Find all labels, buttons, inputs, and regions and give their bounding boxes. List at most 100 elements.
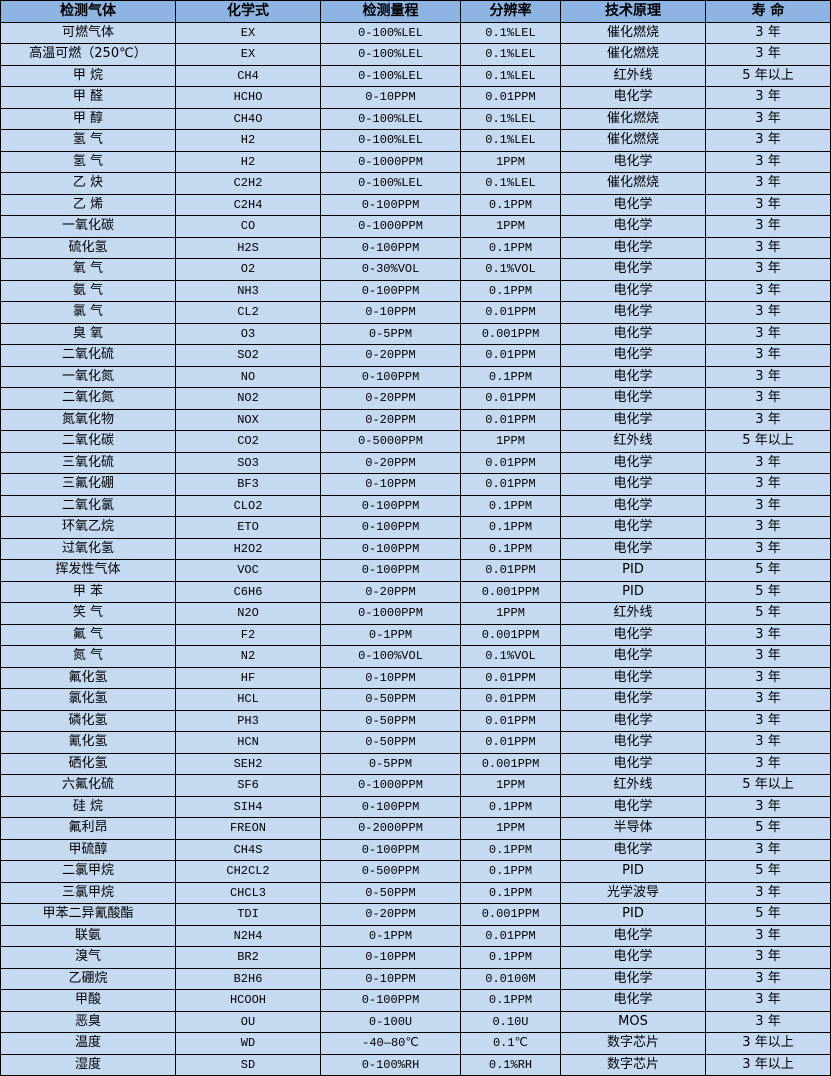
principle-cell: 电化学 bbox=[560, 709, 706, 732]
table-row: 硅 烷 SIH4 0-100PPM 0.1PPM 电化学 3 年 bbox=[0, 795, 831, 818]
principle-cell: 电化学 bbox=[560, 258, 706, 281]
principle-cell: 电化学 bbox=[560, 408, 706, 431]
lifespan-cell: 3 年 bbox=[705, 989, 831, 1012]
header-principle: 技术原理 bbox=[560, 0, 706, 23]
range-cell: 0-20PPM bbox=[320, 344, 461, 367]
resolution-cell: 0.1%VOL bbox=[460, 258, 561, 281]
principle-cell: 电化学 bbox=[560, 537, 706, 560]
formula-cell: HCOOH bbox=[175, 989, 321, 1012]
table-row: 氯 气 CL2 0-10PPM 0.01PPM 电化学 3 年 bbox=[0, 301, 831, 324]
formula-cell: CL2 bbox=[175, 301, 321, 324]
resolution-cell: 0.1PPM bbox=[460, 516, 561, 539]
resolution-cell: 0.1PPM bbox=[460, 881, 561, 904]
lifespan-cell: 3 年 bbox=[705, 215, 831, 238]
principle-cell: 催化燃烧 bbox=[560, 172, 706, 195]
lifespan-cell: 3 年 bbox=[705, 150, 831, 173]
resolution-cell: 0.1PPM bbox=[460, 989, 561, 1012]
table-row: 过氧化氢 H2O2 0-100PPM 0.1PPM 电化学 3 年 bbox=[0, 537, 831, 560]
range-cell: 0-1PPM bbox=[320, 623, 461, 646]
table-row: 甲 醇 CH4O 0-100%LEL 0.1%LEL 催化燃烧 3 年 bbox=[0, 107, 831, 130]
table-row: 氢 气 H2 0-100%LEL 0.1%LEL 催化燃烧 3 年 bbox=[0, 129, 831, 152]
resolution-cell: 0.01PPM bbox=[460, 688, 561, 711]
gas-cell: 二氧化碳 bbox=[0, 430, 176, 453]
gas-cell: 可燃气体 bbox=[0, 21, 176, 44]
gas-cell: 环氧乙烷 bbox=[0, 516, 176, 539]
principle-cell: 电化学 bbox=[560, 193, 706, 216]
principle-cell: 电化学 bbox=[560, 946, 706, 969]
principle-cell: 电化学 bbox=[560, 86, 706, 109]
gas-cell: 联氨 bbox=[0, 924, 176, 947]
formula-cell: H2S bbox=[175, 236, 321, 259]
gas-cell: 臭 氧 bbox=[0, 322, 176, 345]
principle-cell: 半导体 bbox=[560, 817, 706, 840]
formula-cell: HCHO bbox=[175, 86, 321, 109]
resolution-cell: 0.1%LEL bbox=[460, 21, 561, 44]
resolution-cell: 0.1%LEL bbox=[460, 107, 561, 130]
formula-cell: N2O bbox=[175, 602, 321, 625]
formula-cell: SEH2 bbox=[175, 752, 321, 775]
table-row: 甲酸 HCOOH 0-100PPM 0.1PPM 电化学 3 年 bbox=[0, 989, 831, 1012]
principle-cell: 电化学 bbox=[560, 623, 706, 646]
formula-cell: CO2 bbox=[175, 430, 321, 453]
lifespan-cell: 3 年 bbox=[705, 473, 831, 496]
lifespan-cell: 3 年 bbox=[705, 494, 831, 517]
range-cell: 0-100PPM bbox=[320, 516, 461, 539]
resolution-cell: 0.001PPM bbox=[460, 580, 561, 603]
resolution-cell: 0.1%VOL bbox=[460, 645, 561, 668]
lifespan-cell: 5 年 bbox=[705, 602, 831, 625]
formula-cell: C2H4 bbox=[175, 193, 321, 216]
lifespan-cell: 3 年 bbox=[705, 731, 831, 754]
range-cell: 0-100U bbox=[320, 1010, 461, 1033]
lifespan-cell: 3 年 bbox=[705, 21, 831, 44]
gas-cell: 二氯甲烷 bbox=[0, 860, 176, 883]
resolution-cell: 0.1PPM bbox=[460, 946, 561, 969]
resolution-cell: 0.1PPM bbox=[460, 365, 561, 388]
header-gas: 检测气体 bbox=[0, 0, 176, 23]
resolution-cell: 0.01PPM bbox=[460, 666, 561, 689]
resolution-cell: 0.01PPM bbox=[460, 451, 561, 474]
formula-cell: HCL bbox=[175, 688, 321, 711]
gas-cell: 磷化氢 bbox=[0, 709, 176, 732]
resolution-cell: 0.01PPM bbox=[460, 559, 561, 582]
table-row: 氯化氢 HCL 0-50PPM 0.01PPM 电化学 3 年 bbox=[0, 688, 831, 711]
principle-cell: 电化学 bbox=[560, 731, 706, 754]
range-cell: 0-50PPM bbox=[320, 731, 461, 754]
formula-cell: N2 bbox=[175, 645, 321, 668]
principle-cell: 电化学 bbox=[560, 838, 706, 861]
gas-cell: 氟利昂 bbox=[0, 817, 176, 840]
range-cell: 0-100PPM bbox=[320, 989, 461, 1012]
resolution-cell: 1PPM bbox=[460, 817, 561, 840]
table-row: 氧 气 O2 0-30%VOL 0.1%VOL 电化学 3 年 bbox=[0, 258, 831, 281]
principle-cell: PID bbox=[560, 580, 706, 603]
resolution-cell: 0.1%LEL bbox=[460, 129, 561, 152]
lifespan-cell: 5 年以上 bbox=[705, 64, 831, 87]
gas-cell: 氯 气 bbox=[0, 301, 176, 324]
gas-cell: 二氧化硫 bbox=[0, 344, 176, 367]
range-cell: 0-20PPM bbox=[320, 387, 461, 410]
formula-cell: WD bbox=[175, 1032, 321, 1055]
table-row: 温度 WD -40—80℃ 0.1℃ 数字芯片 3 年以上 bbox=[0, 1032, 831, 1055]
principle-cell: 电化学 bbox=[560, 494, 706, 517]
principle-cell: PID bbox=[560, 559, 706, 582]
resolution-cell: 0.01PPM bbox=[460, 709, 561, 732]
range-cell: 0-500PPM bbox=[320, 860, 461, 883]
resolution-cell: 0.01PPM bbox=[460, 344, 561, 367]
resolution-cell: 0.1PPM bbox=[460, 537, 561, 560]
principle-cell: 红外线 bbox=[560, 64, 706, 87]
formula-cell: H2 bbox=[175, 150, 321, 173]
table-row: 硫化氢 H2S 0-100PPM 0.1PPM 电化学 3 年 bbox=[0, 236, 831, 259]
table-row: 氮氧化物 NOX 0-20PPM 0.01PPM 电化学 3 年 bbox=[0, 408, 831, 431]
lifespan-cell: 3 年 bbox=[705, 967, 831, 990]
range-cell: 0-10PPM bbox=[320, 967, 461, 990]
gas-cell: 甲 苯 bbox=[0, 580, 176, 603]
table-row: 氮 气 N2 0-100%VOL 0.1%VOL 电化学 3 年 bbox=[0, 645, 831, 668]
gas-cell: 甲酸 bbox=[0, 989, 176, 1012]
formula-cell: FREON bbox=[175, 817, 321, 840]
formula-cell: F2 bbox=[175, 623, 321, 646]
gas-cell: 溴气 bbox=[0, 946, 176, 969]
formula-cell: B2H6 bbox=[175, 967, 321, 990]
table-row: 湿度 SD 0-100%RH 0.1%RH 数字芯片 3 年以上 bbox=[0, 1053, 831, 1076]
gas-cell: 湿度 bbox=[0, 1053, 176, 1076]
table-row: 甲苯二异氰酸酯 TDI 0-20PPM 0.001PPM PID 5 年 bbox=[0, 903, 831, 926]
gas-cell: 三氯甲烷 bbox=[0, 881, 176, 904]
